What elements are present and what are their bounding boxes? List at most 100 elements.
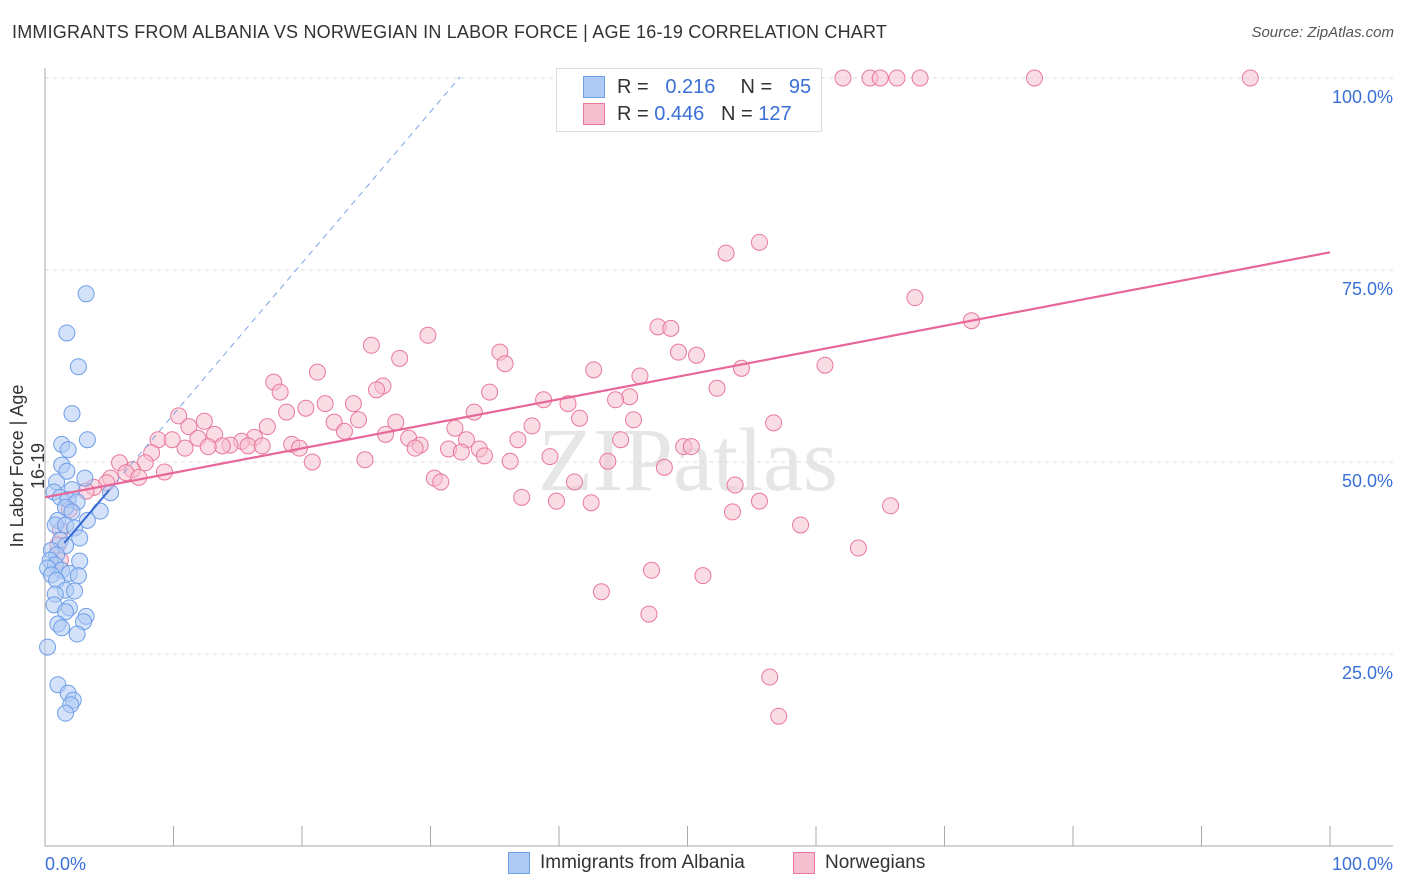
albania-trend-extension [108,76,461,491]
albania-point [102,484,120,502]
y-tick-label: 75.0% [1342,279,1393,299]
norwegians-point [670,343,688,361]
albania-swatch [583,76,605,98]
norwegians-point [156,463,174,481]
norwegians-point [170,407,188,425]
norwegians-point [687,346,705,364]
norwegians-point [723,503,741,521]
albania-point [69,567,87,585]
n-value: 127 [758,102,792,125]
r-label: R = [617,75,649,98]
norwegians-point [547,492,565,510]
norwegians-point [297,399,315,417]
norwegians-point [765,414,783,432]
norwegians-point [258,418,276,436]
legend-label: Immigrants from Albania [540,852,745,873]
norwegians-point [308,363,326,381]
albania-point [78,431,96,449]
norwegians-point [906,289,924,307]
r-value: 0.216 [665,75,716,98]
norwegians-point [391,349,409,367]
legend-box: R = 0.216 N = 95 R = 0.446 N = 127 [556,68,822,132]
albania-point [58,324,76,342]
chart-title: IMMIGRANTS FROM ALBANIA VS NORWEGIAN IN … [12,22,888,42]
albania-point [76,469,94,487]
norwegians-point [599,452,617,470]
norwegians-point [509,431,527,449]
norwegians-point [176,439,194,457]
norwegians-point [452,443,470,461]
albania-point [63,405,81,423]
norwegians-point [432,473,450,491]
norwegians-point [253,437,271,455]
norwegians-point [571,409,589,427]
albania-point [68,625,86,643]
norwegians-point [496,355,514,373]
albania-point [39,638,57,656]
norwegians-point [717,244,735,262]
norwegians-point [350,411,368,429]
norwegians-point [643,561,661,579]
norwegians-point [770,707,788,725]
norwegians-point [612,431,630,449]
y-tick-label: 50.0% [1342,471,1393,491]
norwegians-point [535,391,553,409]
bottom-legend-norwegians: Norwegians [793,852,925,874]
norwegians-point [1025,69,1043,87]
norwegians-swatch [583,103,605,125]
norwegians-point [1241,69,1259,87]
norwegians-point [565,473,583,491]
norwegians-point [682,438,700,456]
norwegians-point [356,451,374,469]
norwegians-point [625,411,643,429]
norwegians-point [708,379,726,397]
n-label: N = [720,102,753,125]
r-value: 0.446 [654,102,705,125]
norwegians-point [501,452,519,470]
albania-point [69,358,87,376]
albania-point [58,462,76,480]
norwegians-point [849,539,867,557]
norwegians-point [523,417,541,435]
norwegians-point [406,439,424,457]
norwegians-point [640,605,658,623]
norwegians-point [541,448,559,466]
norwegians-point [368,381,386,399]
norwegians-point [481,383,499,401]
albania-trend-line [63,489,111,544]
norwegians-point [726,476,744,494]
albania-point [71,529,89,547]
norwegians-point [882,497,900,515]
norwegians-point [303,453,321,471]
norwegians-trend-line [44,251,1331,499]
norwegians-point [344,395,362,413]
norwegians-point [816,356,834,374]
norwegians-point [631,367,649,385]
albania-point [57,603,75,621]
watermark: ZIPatlas [538,411,838,510]
norwegians-swatch [793,852,815,874]
norwegians-point [180,418,198,436]
norwegians-point [513,488,531,506]
norwegians-point [607,391,625,409]
source-label: Source: ZipAtlas.com [1251,24,1394,41]
y-tick-label: 25.0% [1342,663,1393,683]
r-label: R = [617,102,649,125]
norwegians-point [195,412,213,430]
albania-point [78,511,96,529]
bottom-legend-albania: Immigrants from Albania [508,852,745,874]
norwegians-point [888,69,906,87]
norwegians-point [750,233,768,251]
norwegians-point [278,403,296,421]
y-tick-label: 100.0% [1332,87,1393,107]
n-value: 95 [788,75,812,98]
norwegians-point [559,395,577,413]
norwegians-point [419,326,437,344]
norwegians-point [662,319,680,337]
albania-point [77,285,95,303]
norwegians-point [655,458,673,476]
albania-swatch [508,852,530,874]
norwegians-point [239,437,257,455]
norwegians-point [585,361,603,379]
